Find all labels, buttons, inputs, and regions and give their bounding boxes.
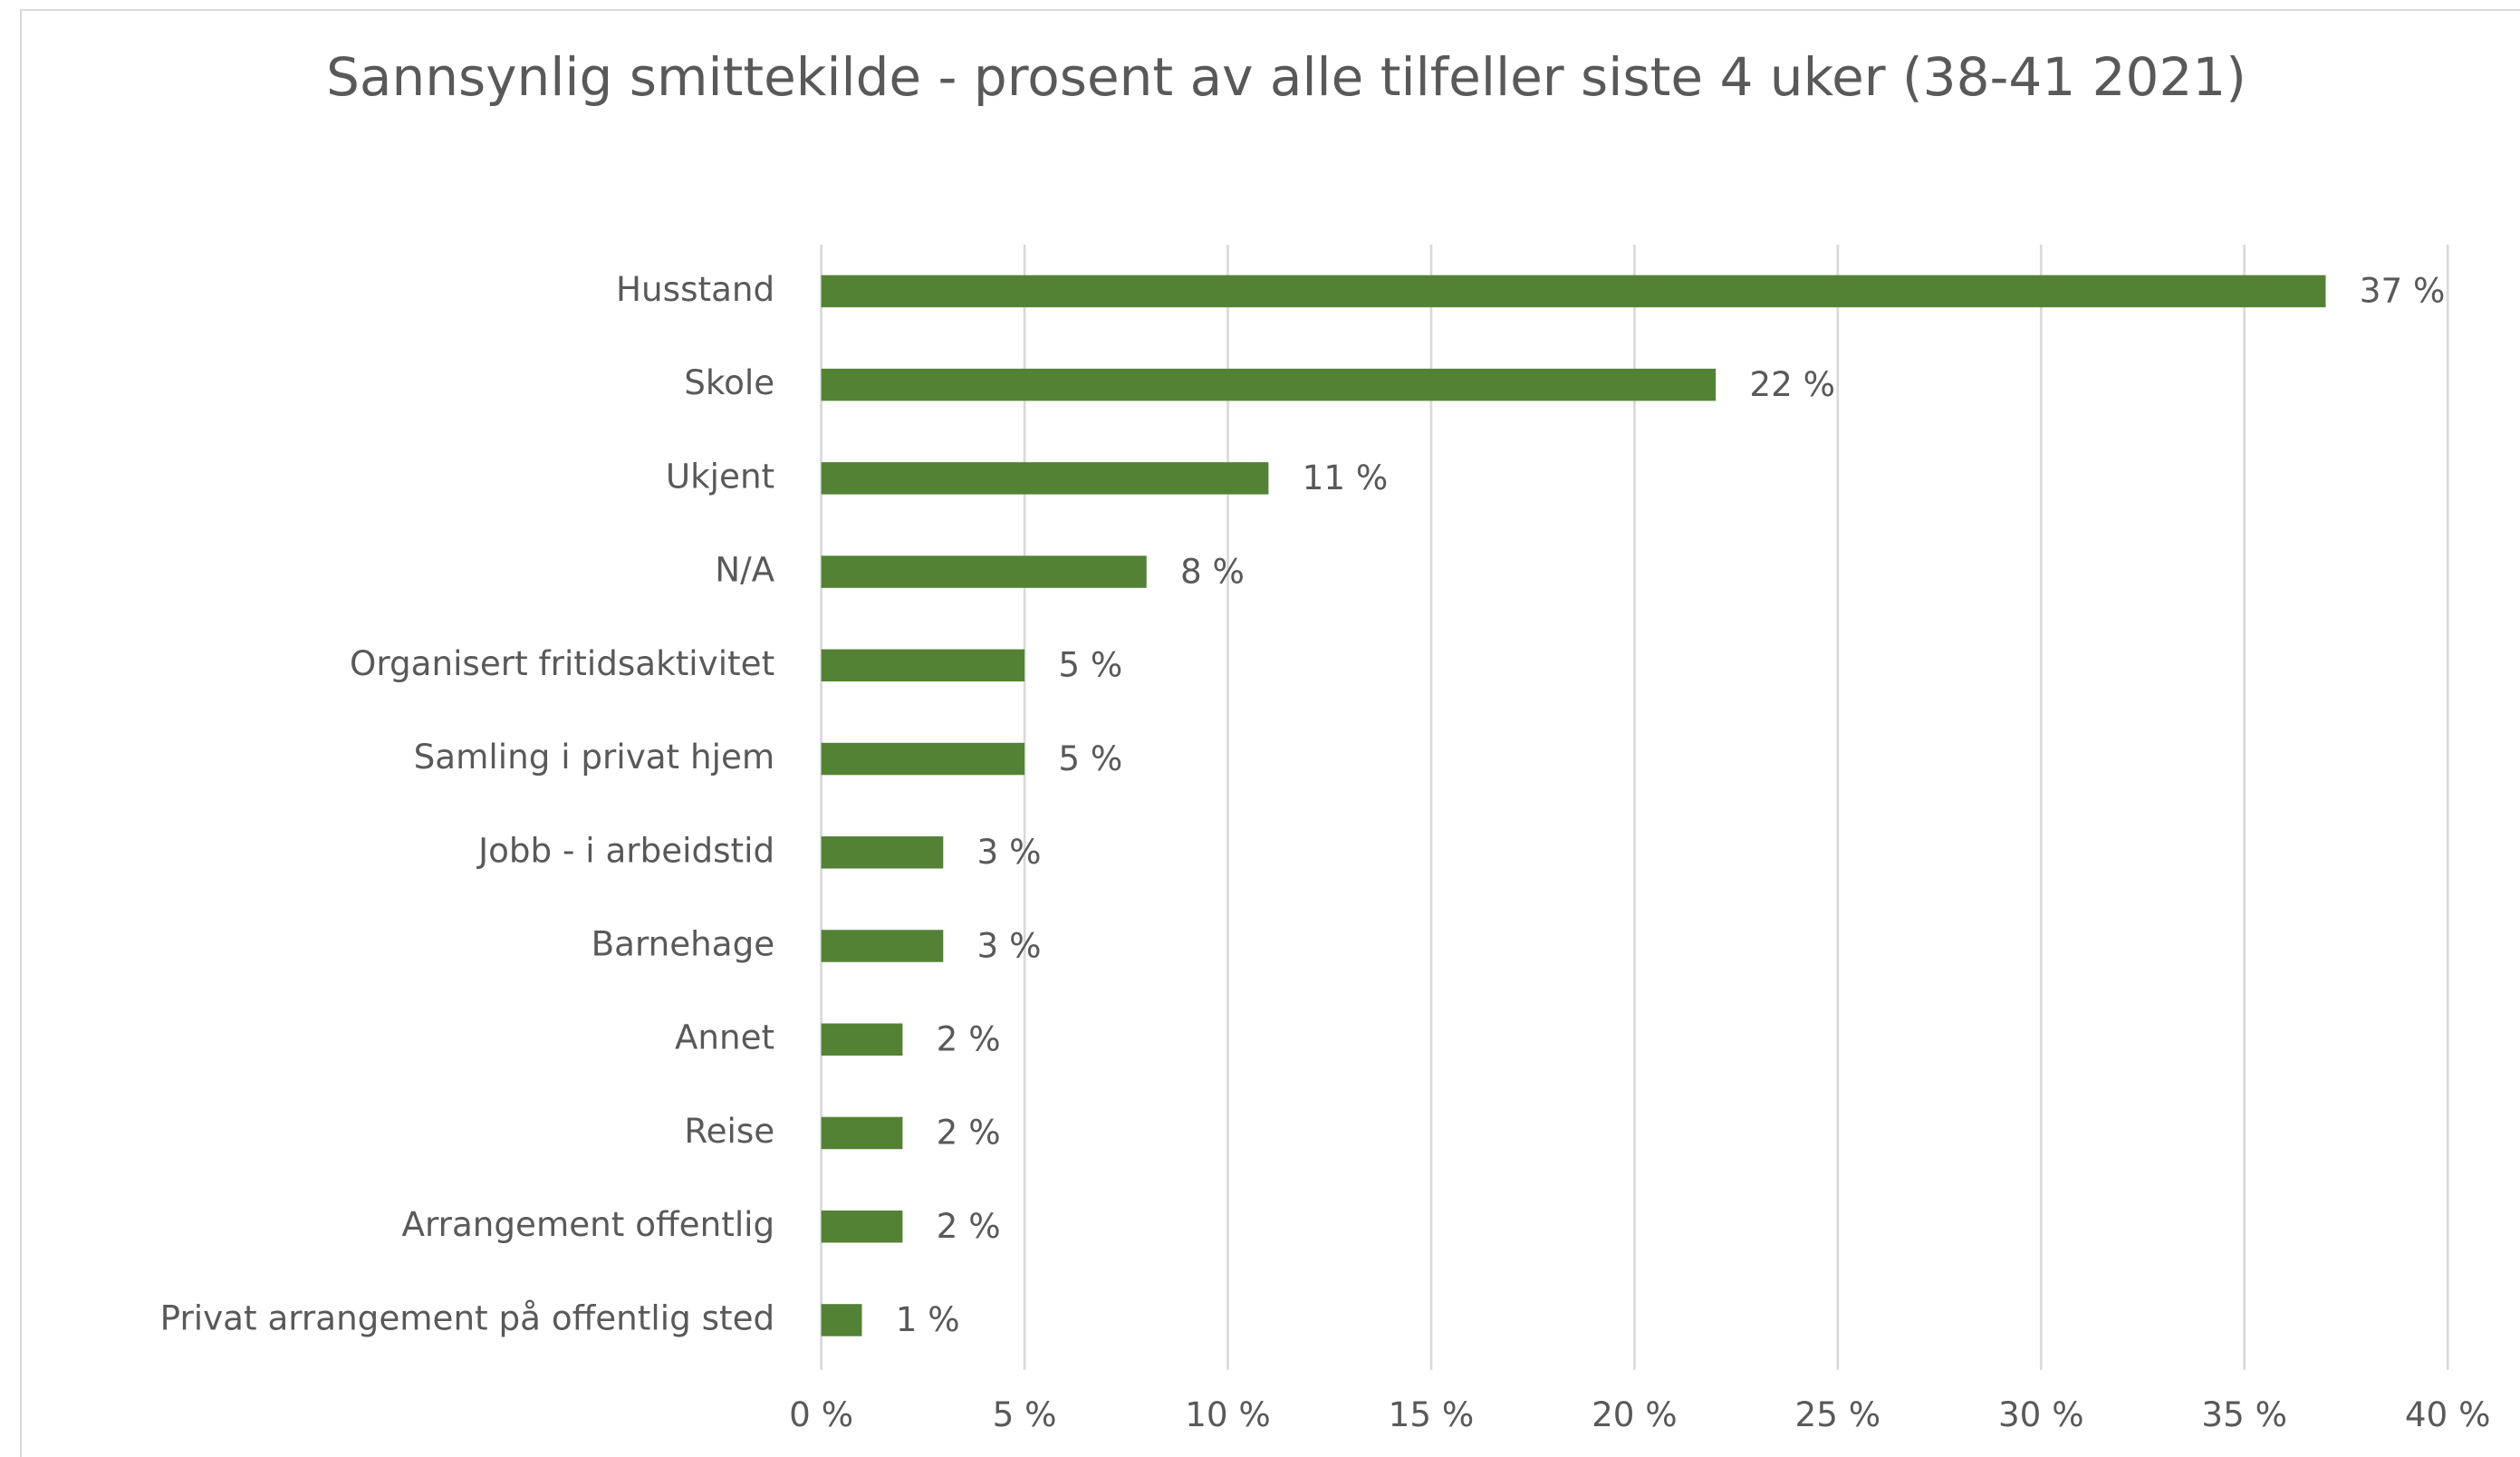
- y-tick-label: Reise: [684, 1111, 774, 1151]
- x-tick-label: 35 %: [2201, 1394, 2287, 1434]
- x-tick-label: 20 %: [1592, 1394, 1678, 1434]
- data-label: 37 %: [2360, 271, 2446, 311]
- chart-title: Sannsynlig smittekilde - prosent av alle…: [326, 46, 2246, 108]
- y-tick-label: Jobb - i arbeidstid: [476, 830, 774, 870]
- data-label: 22 %: [1749, 364, 1835, 404]
- data-label: 2 %: [937, 1113, 1001, 1153]
- y-tick-label: Privat arrangement på offentlig sted: [160, 1298, 775, 1337]
- data-label: 5 %: [1058, 738, 1122, 778]
- data-label: 11 %: [1303, 458, 1389, 497]
- bar: [821, 1304, 862, 1336]
- x-tick-label: 0 %: [789, 1394, 853, 1434]
- y-tick-label: Annet: [675, 1018, 774, 1057]
- chart-frame: [20, 9, 2520, 1457]
- bar: [821, 1210, 903, 1243]
- y-tick-label: Arrangement offentlig: [402, 1204, 775, 1244]
- bar: [821, 1023, 903, 1056]
- y-tick-label: Barnehage: [592, 924, 775, 964]
- y-tick-label: Samling i privat hjem: [414, 737, 775, 777]
- y-tick-label: Skole: [684, 362, 774, 402]
- y-tick-label: Organisert fritidsaktivitet: [350, 643, 774, 683]
- data-label: 8 %: [1180, 551, 1245, 591]
- bar: [821, 1116, 903, 1150]
- x-tick-label: 25 %: [1795, 1394, 1881, 1434]
- data-label: 2 %: [937, 1206, 1001, 1246]
- data-label: 1 %: [896, 1299, 960, 1339]
- data-label: 2 %: [937, 1019, 1001, 1059]
- x-tick-label: 15 %: [1389, 1394, 1475, 1434]
- bar: [821, 836, 944, 869]
- y-tick-label: N/A: [715, 550, 774, 590]
- bar: [821, 930, 944, 962]
- y-tick-label: Ukjent: [666, 456, 774, 496]
- bar: [821, 462, 1269, 495]
- x-tick-label: 5 %: [993, 1394, 1057, 1434]
- data-label: 5 %: [1058, 645, 1122, 685]
- x-tick-label: 40 %: [2405, 1394, 2491, 1434]
- data-label: 3 %: [977, 832, 1042, 872]
- bar: [821, 742, 1025, 776]
- y-tick-label: Husstand: [616, 269, 774, 309]
- x-tick-label: 10 %: [1185, 1394, 1271, 1434]
- bar: [821, 649, 1025, 682]
- data-label: 3 %: [977, 925, 1042, 965]
- x-tick-label: 30 %: [1998, 1394, 2084, 1434]
- bar: [821, 275, 2326, 308]
- bar: [821, 368, 1717, 401]
- bar: [821, 555, 1147, 588]
